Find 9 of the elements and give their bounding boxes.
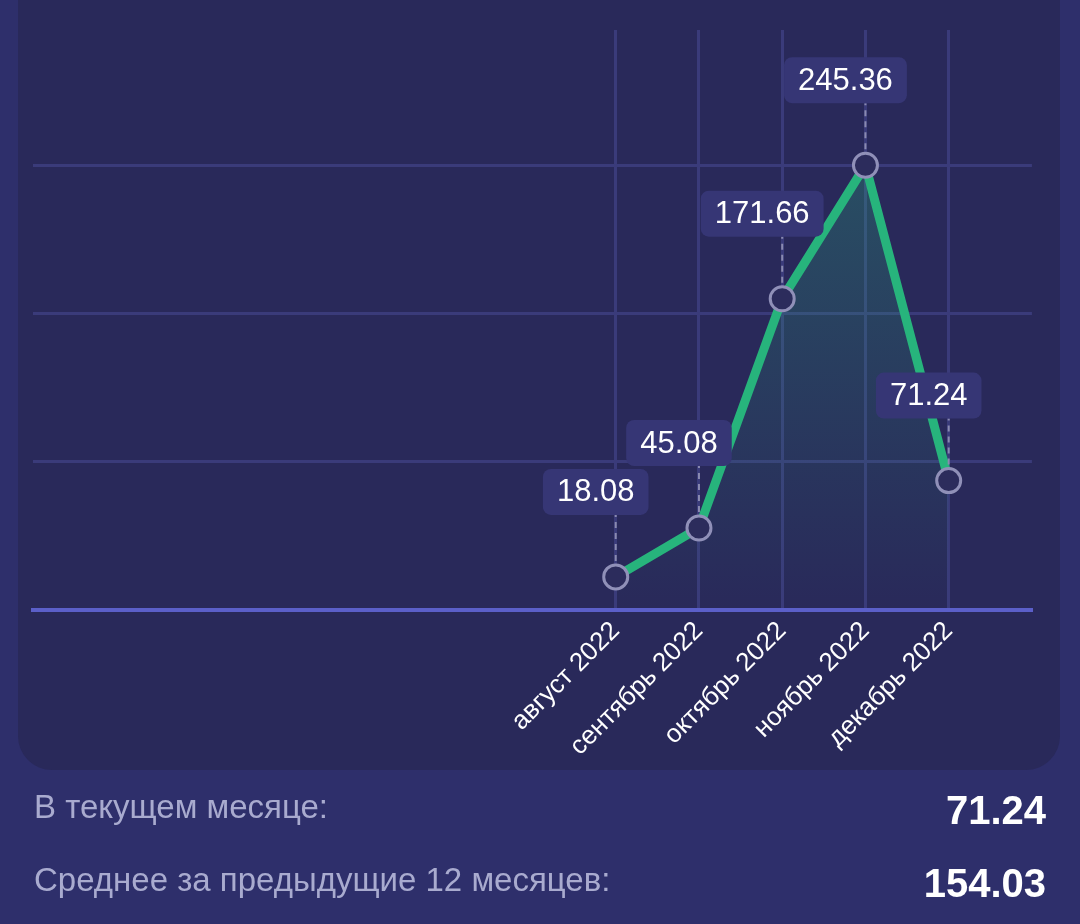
text: В текущем месяце: <box>34 788 330 827</box>
data-label: 171.66 <box>714 195 810 231</box>
data-label: 245.36 <box>798 61 893 97</box>
data-label: 45.08 <box>640 424 718 460</box>
text: 71.24 <box>944 788 1046 833</box>
text: Среднее за предыдущие 12 месяцев: <box>34 861 612 900</box>
data-label: 71.24 <box>889 377 968 413</box>
text: 154.03 <box>923 861 1046 906</box>
data-label: 18.08 <box>556 473 635 509</box>
